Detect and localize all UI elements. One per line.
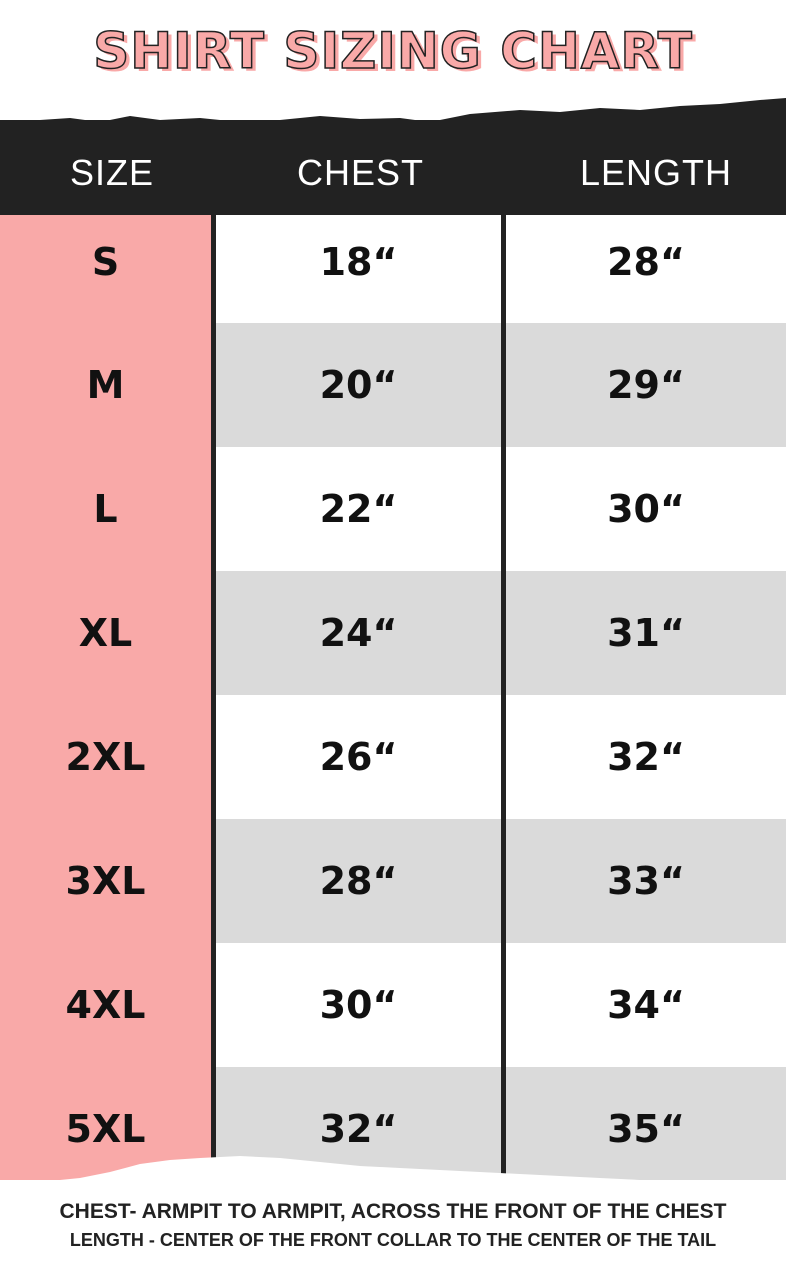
header-chest: CHEST	[297, 152, 425, 193]
chest-cell: 18“	[319, 240, 398, 284]
column-divider	[211, 215, 216, 1180]
chest-cell: 22“	[319, 487, 398, 531]
size-cell: M	[86, 363, 125, 407]
length-cell: 35“	[607, 1107, 685, 1151]
length-cell: 29“	[607, 363, 685, 407]
torn-edge-bottom	[0, 1156, 786, 1190]
length-cell: 28“	[607, 240, 685, 284]
chest-cell: 28“	[319, 859, 398, 903]
chest-cell: 26“	[319, 735, 398, 779]
page-title: SHIRT SIZING CHART	[92, 21, 693, 81]
size-cell: 4XL	[65, 983, 146, 1027]
size-cell: XL	[78, 611, 133, 655]
chest-cell: 30“	[319, 983, 398, 1027]
size-cell: L	[93, 487, 118, 531]
chest-cell: 32“	[319, 1107, 398, 1151]
header-length: LENGTH	[580, 152, 733, 193]
torn-edge-top	[0, 98, 786, 126]
length-cell: 34“	[607, 983, 685, 1027]
size-cell: S	[91, 240, 120, 284]
size-column	[0, 215, 211, 1180]
length-cell: 33“	[607, 859, 685, 903]
table-header	[0, 120, 786, 216]
header-size: SIZE	[70, 152, 155, 193]
chest-cell: 20“	[319, 363, 398, 407]
chest-cell: 24“	[319, 611, 398, 655]
size-cell: 2XL	[65, 735, 146, 779]
column-divider	[501, 215, 506, 1180]
size-cell: 3XL	[65, 859, 146, 903]
size-cell: 5XL	[65, 1107, 146, 1151]
chest-note: CHEST- ARMPIT TO ARMPIT, ACROSS THE FRON…	[59, 1200, 727, 1223]
length-cell: 31“	[607, 611, 685, 655]
length-cell: 32“	[607, 735, 685, 779]
length-cell: 30“	[607, 487, 685, 531]
length-note: LENGTH - CENTER OF THE FRONT COLLAR TO T…	[69, 1230, 717, 1250]
